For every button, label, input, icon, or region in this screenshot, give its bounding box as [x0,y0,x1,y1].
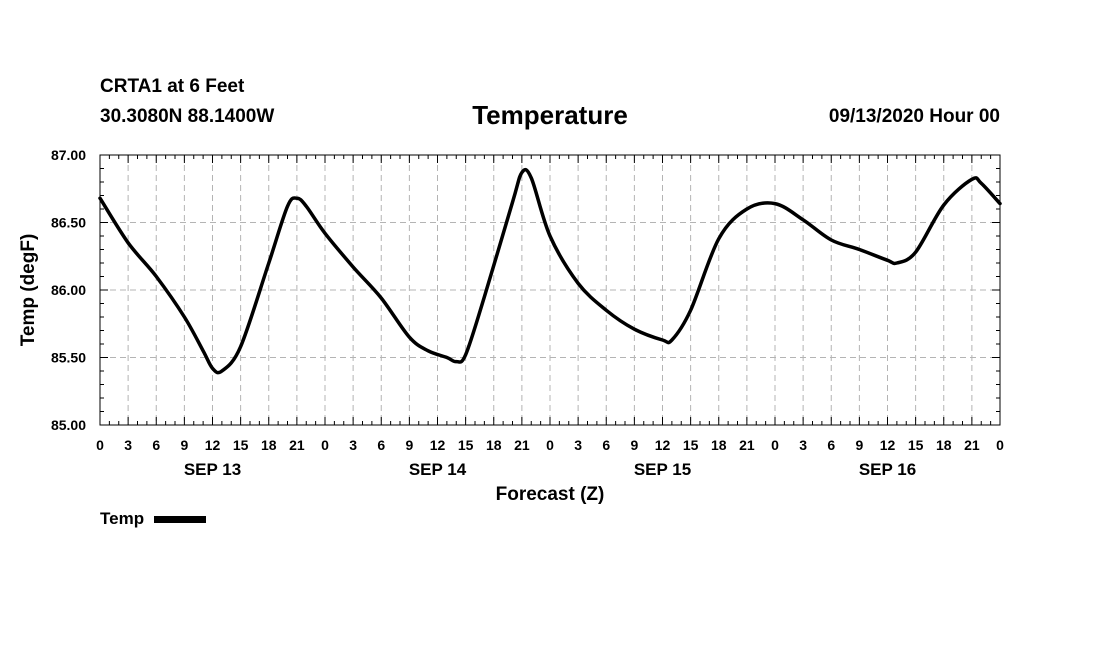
x-tick-label: 21 [514,437,530,453]
x-tick-label: 21 [289,437,305,453]
date-label: SEP 16 [859,460,916,479]
x-tick-label: 15 [233,437,249,453]
y-axis-label: Temp (degF) [18,234,39,347]
x-tick-label: 3 [799,437,807,453]
chart-title: Temperature [472,100,628,130]
station-label: CRTA1 at 6 Feet [100,76,245,97]
x-axis-label: Forecast (Z) [496,484,605,505]
date-label: SEP 15 [634,460,691,479]
x-tick-label: 9 [180,437,188,453]
x-tick-label: 0 [546,437,554,453]
date-label: SEP 14 [409,460,467,479]
x-tick-label: 6 [377,437,385,453]
x-tick-label: 0 [996,437,1004,453]
x-tick-label: 21 [739,437,755,453]
temp-series-line [98,167,1002,375]
grid-lines [100,155,1000,425]
x-tick-label: 3 [349,437,357,453]
x-tick-label: 6 [827,437,835,453]
x-tick-label: 18 [261,437,277,453]
x-tick-label: 12 [430,437,446,453]
axis-tick-labels: 0 3 6 9 12 15 18 21 0 3 6 9 12 15 18 21 0 3 6 9 12 15 18 21 0 3 6 9… [51,147,1004,479]
x-tick-label: 12 [205,437,221,453]
x-tick-label: 3 [124,437,132,453]
y-tick-label: 86.00 [51,282,86,298]
x-tick-label: 15 [908,437,924,453]
y-tick-label: 85.50 [51,350,86,366]
legend: Temp [100,509,207,529]
x-tick-label: 9 [855,437,863,453]
legend-line-swatch [154,515,207,523]
y-tick-label: 86.50 [51,215,86,231]
coordinates-label: 30.3080N 88.1400W [100,106,275,127]
x-tick-label: 6 [602,437,610,453]
x-tick-label: 18 [711,437,727,453]
legend-label: Temp [100,509,145,528]
x-tick-label: 12 [880,437,896,453]
x-tick-label: 6 [152,437,160,453]
x-tick-label: 15 [683,437,699,453]
x-tick-label: 0 [96,437,104,453]
x-tick-label: 9 [405,437,413,453]
x-tick-label: 15 [458,437,474,453]
x-tick-label: 18 [936,437,952,453]
x-tick-label: 12 [655,437,671,453]
x-tick-label: 3 [574,437,582,453]
x-tick-label: 18 [486,437,502,453]
x-tick-label: 0 [321,437,329,453]
x-tick-label: 0 [771,437,779,453]
x-tick-label: 9 [630,437,638,453]
y-tick-label: 85.00 [51,417,86,433]
x-tick-label: 21 [964,437,980,453]
date-label: SEP 13 [184,460,241,479]
forecast-timestamp: 09/13/2020 Hour 00 [828,106,1000,127]
y-tick-label: 87.00 [51,147,86,163]
axis-ticks [99,154,1001,426]
